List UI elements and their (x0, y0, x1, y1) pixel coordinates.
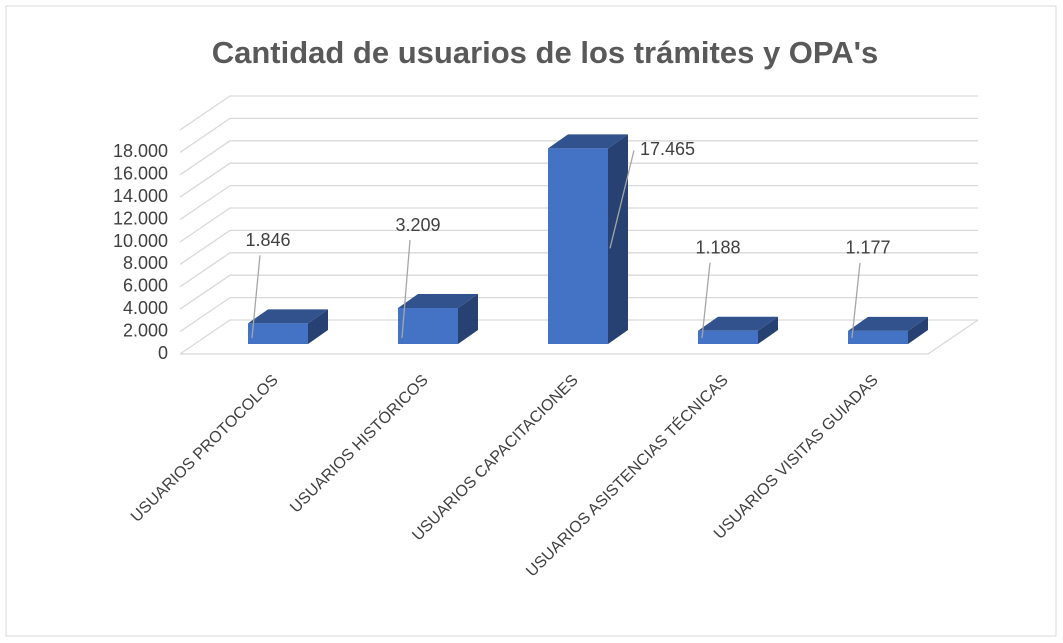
bar-top (248, 309, 328, 324)
bar-front (398, 308, 458, 344)
bar-front (848, 330, 908, 344)
y-tick-label: 12.000 (113, 208, 168, 228)
y-tick-label: 4.000 (123, 298, 168, 318)
grid-line (179, 184, 978, 221)
y-tick-label: 10.000 (113, 231, 168, 251)
bar-top (848, 316, 928, 331)
bar-side (758, 316, 778, 344)
bar-side (608, 134, 628, 344)
grid-line (179, 252, 978, 288)
leader-line (851, 262, 861, 339)
grid-line (179, 207, 978, 243)
leader-line (701, 262, 711, 339)
bar-top (548, 134, 628, 149)
grid-line (179, 229, 978, 265)
leader-line (251, 255, 261, 339)
bar (248, 309, 328, 344)
bar (398, 294, 478, 344)
y-tick-label: 16.000 (113, 164, 168, 184)
y-tick-label: 2.000 (123, 320, 168, 340)
bar-front (698, 330, 758, 344)
y-tick-label: 18.000 (113, 141, 168, 161)
bar-front (248, 323, 308, 344)
value-label: 1.188 (695, 237, 740, 257)
floor-edge (180, 319, 979, 355)
value-label: 3.209 (395, 215, 440, 235)
bar-front (548, 148, 608, 344)
leader-line (401, 240, 411, 339)
grid-line (179, 296, 978, 333)
value-label: 1.177 (845, 238, 890, 258)
bar-top (398, 294, 478, 309)
value-label: 1.846 (245, 230, 290, 250)
grid-line (179, 117, 978, 153)
leader-line (609, 150, 635, 249)
bar (548, 134, 628, 344)
y-tick-label: 6.000 (123, 276, 168, 296)
bar (848, 316, 928, 344)
bar-top (698, 316, 778, 331)
y-tick-label: 8.000 (123, 253, 168, 273)
value-label: 17.465 (640, 139, 695, 159)
grid-line (179, 274, 978, 310)
y-tick-label: 0 (158, 343, 168, 363)
grid-line (179, 95, 978, 131)
bar-side (308, 309, 328, 344)
bar (698, 316, 778, 344)
bar-side (458, 294, 478, 344)
chart-title: Cantidad de usuarios de los trámites y O… (212, 35, 879, 70)
grid-line (179, 140, 978, 176)
bar-side (908, 316, 928, 344)
y-tick-label: 14.000 (113, 186, 168, 206)
grid-line (179, 162, 978, 198)
